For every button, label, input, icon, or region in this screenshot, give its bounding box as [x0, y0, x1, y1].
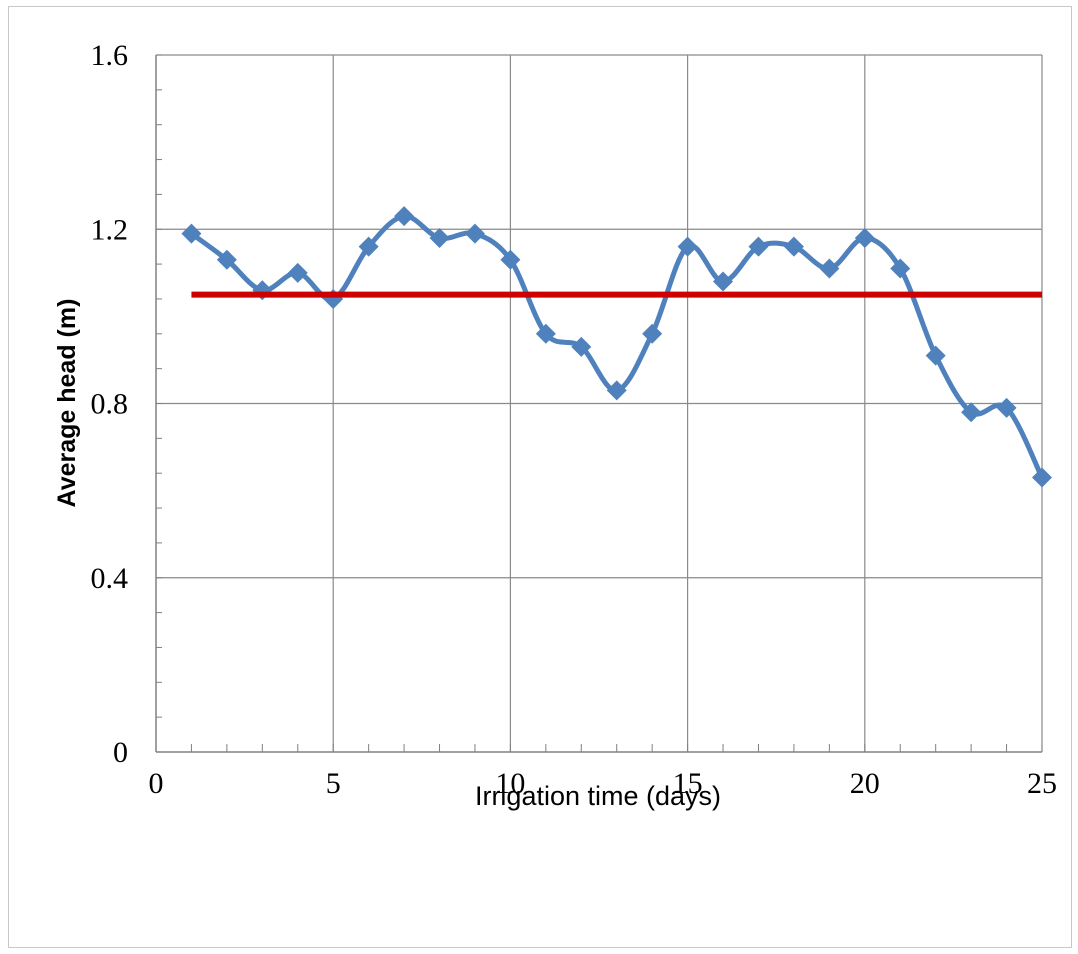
- data-point-marker: [819, 258, 840, 279]
- y-tick-label: 0.8: [91, 388, 129, 421]
- series-layer: [181, 206, 1052, 488]
- data-point-marker: [429, 227, 450, 248]
- data-point-marker: [464, 223, 485, 244]
- tick-labels: 0 5 10 15 20 25 0 0.4 0.8 1.2 1.6: [91, 39, 1058, 800]
- data-point-marker: [854, 227, 875, 248]
- data-point-marker: [961, 402, 982, 423]
- x-axis-title: Irrigation time (days): [475, 781, 721, 811]
- data-point-marker: [571, 336, 592, 357]
- data-point-marker: [925, 345, 946, 366]
- data-point-marker: [181, 223, 202, 244]
- data-point-marker: [394, 206, 415, 227]
- data-point-marker: [996, 397, 1017, 418]
- data-point-marker: [713, 271, 734, 292]
- x-tick-label: 25: [1027, 767, 1057, 800]
- data-point-marker: [1032, 467, 1052, 488]
- y-tick-label: 1.2: [91, 213, 129, 246]
- data-point-marker: [216, 249, 237, 270]
- data-point-marker: [287, 262, 308, 283]
- x-tick-label: 0: [149, 767, 164, 800]
- y-tick-label: 1.6: [91, 39, 129, 72]
- axes: [155, 54, 1043, 753]
- y-axis-title: Average head (m): [53, 299, 81, 508]
- gridlines: [156, 54, 1043, 752]
- series-line: [189, 213, 1045, 479]
- data-point-marker: [642, 323, 663, 344]
- data-point-marker: [783, 236, 804, 257]
- x-tick-label: 10: [495, 767, 525, 800]
- data-point-marker: [606, 380, 627, 401]
- data-point-marker: [358, 236, 379, 257]
- data-point-marker: [500, 249, 521, 270]
- x-tick-label: 5: [326, 767, 341, 800]
- data-point-marker: [890, 258, 911, 279]
- x-tick-label: 15: [673, 767, 703, 800]
- x-tick-label: 20: [850, 767, 880, 800]
- data-point-marker: [677, 236, 698, 257]
- y-tick-label: 0.4: [91, 562, 129, 595]
- data-point-marker: [748, 236, 769, 257]
- y-tick-label: 0: [113, 736, 128, 769]
- chart-frame: [8, 6, 1072, 948]
- data-point-marker: [535, 323, 556, 344]
